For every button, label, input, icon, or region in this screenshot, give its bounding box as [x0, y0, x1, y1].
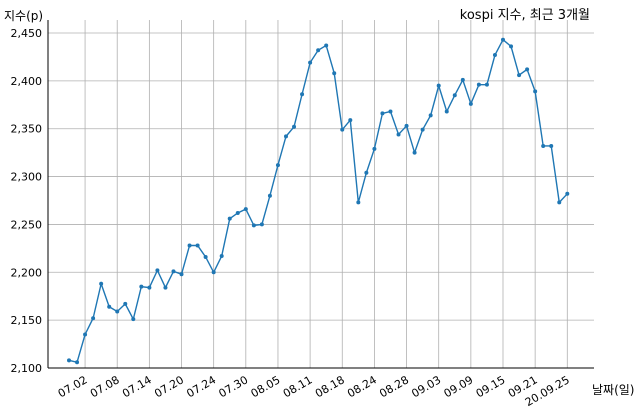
data-point	[67, 358, 71, 363]
data-point	[476, 82, 481, 87]
x-tick-label: 07.14	[120, 373, 154, 400]
data-point	[364, 170, 369, 175]
data-point	[243, 207, 248, 212]
y-tick-label: 2,250	[11, 218, 43, 231]
y-tick-label: 2,350	[11, 123, 43, 136]
series-line	[68, 38, 568, 364]
data-point	[300, 92, 305, 97]
y-tick-label: 2,100	[11, 362, 43, 375]
data-point	[75, 360, 80, 365]
x-tick-label: 07.30	[217, 373, 251, 400]
data-point	[195, 243, 200, 248]
x-tick-label: 07.08	[88, 373, 122, 400]
x-tick-label: 08.05	[249, 373, 283, 400]
x-tick-label: 08.24	[345, 373, 379, 400]
grid	[48, 20, 594, 368]
x-tick-label: 08.11	[281, 373, 315, 400]
data-point	[541, 143, 546, 148]
x-tick-label: 07.20	[152, 373, 186, 400]
data-point	[83, 332, 88, 337]
data-point	[235, 210, 240, 215]
data-point	[412, 150, 417, 155]
data-point	[187, 243, 192, 248]
data-point	[348, 118, 353, 123]
data-point	[123, 301, 128, 306]
y-ticks: 2,100 2,150 2,200 2,250 2,300 2,350 2,400 2,450	[11, 27, 43, 375]
data-point	[388, 109, 393, 114]
data-point	[163, 285, 168, 290]
data-point	[283, 134, 288, 139]
data-point	[179, 272, 184, 277]
data-point	[316, 48, 321, 53]
data-point	[484, 82, 489, 87]
data-point	[452, 93, 457, 98]
y-axis-label: 지수(p)	[4, 9, 43, 23]
data-point	[557, 200, 562, 205]
data-point	[219, 254, 224, 259]
data-point	[275, 163, 280, 168]
data-point	[404, 123, 409, 128]
data-point	[428, 113, 433, 118]
data-point	[292, 124, 297, 129]
data-point	[372, 146, 377, 151]
data-point	[525, 67, 530, 72]
data-point	[500, 37, 505, 42]
data-point	[340, 127, 345, 132]
data-point	[565, 191, 570, 196]
data-point	[460, 77, 465, 82]
y-tick-label: 2,400	[11, 75, 43, 88]
data-point	[436, 83, 441, 88]
data-points	[67, 37, 570, 365]
data-point	[517, 73, 522, 78]
x-tick-label: 08.28	[377, 373, 411, 400]
data-point	[549, 143, 554, 148]
data-point	[147, 285, 152, 290]
data-point	[139, 284, 144, 289]
data-point	[356, 200, 361, 205]
data-point	[91, 316, 96, 321]
x-ticks: 07.0207.0807.1407.2007.2407.3008.0508.11…	[56, 373, 572, 409]
data-point	[115, 309, 120, 314]
data-point	[99, 281, 104, 286]
data-point	[468, 101, 473, 106]
data-point	[267, 193, 272, 198]
data-point	[131, 317, 136, 322]
data-point	[492, 53, 497, 58]
data-point	[203, 254, 208, 259]
data-point	[107, 304, 112, 309]
data-point	[396, 132, 401, 137]
x-tick-label: 07.24	[184, 373, 218, 400]
x-tick-label: 09.09	[442, 373, 476, 400]
data-point	[420, 127, 425, 132]
x-axis-label: 날짜(일)	[592, 383, 634, 397]
data-point	[259, 222, 264, 227]
data-point	[211, 270, 216, 275]
data-point	[332, 71, 337, 76]
chart-title: kospi 지수, 최근 3개월	[460, 8, 590, 23]
y-tick-label: 2,200	[11, 266, 43, 279]
data-point	[171, 269, 176, 274]
y-tick-label: 2,300	[11, 171, 43, 184]
data-point	[380, 111, 385, 116]
data-point	[509, 44, 514, 49]
x-tick-label: 08.18	[313, 373, 347, 400]
x-tick-label: 09.03	[409, 373, 443, 400]
data-point	[308, 60, 313, 65]
y-tick-label: 2,450	[11, 27, 43, 40]
y-tick-label: 2,150	[11, 314, 43, 327]
data-point	[444, 109, 449, 114]
x-tick-label: 07.02	[56, 373, 90, 400]
data-point	[533, 89, 538, 94]
data-point	[324, 43, 329, 48]
data-point	[227, 216, 232, 221]
data-point	[251, 223, 256, 228]
x-tick-label: 09.15	[474, 373, 508, 400]
data-point	[155, 268, 160, 273]
